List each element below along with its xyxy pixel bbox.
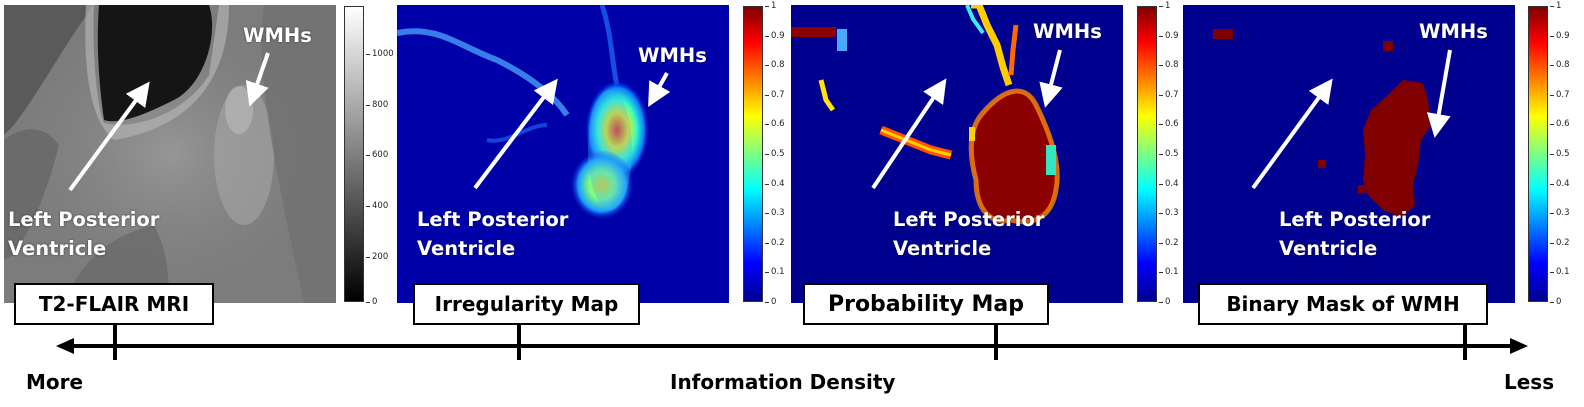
colorbar-tick: 0 [764, 297, 777, 307]
colorbar-tick: 0.6 [1159, 119, 1179, 130]
wmh-annotation: WMHs [1419, 20, 1488, 43]
colorbar-tick: 0.3 [1550, 208, 1570, 219]
panel-label-irregularity: Irregularity Map [413, 283, 640, 325]
colorbar-tick: 600 [365, 150, 389, 160]
colorbar-tick: 1 [1158, 1, 1171, 11]
colorbar-tick: 0.7 [765, 89, 785, 100]
panel-label-binary-mask: Binary Mask of WMH [1198, 283, 1488, 325]
ventricle-annotation: Ventricle [417, 237, 516, 260]
colorbar-tick: 0.5 [765, 149, 785, 159]
colorbar-tick: 0.1 [1550, 267, 1570, 278]
probability-map-image [791, 5, 1123, 303]
colorbar-tick: 0.8 [765, 60, 785, 71]
colorbar-tick: 0 [1549, 297, 1562, 307]
colorbar-tick: 0.2 [1159, 237, 1179, 248]
ventricle-annotation: Left Posterior [893, 208, 1045, 231]
colorbar-tick: 1 [1549, 1, 1562, 11]
grayscale-colorbar [344, 6, 364, 302]
binary-mask-image [1183, 5, 1515, 303]
jet-colorbar [743, 6, 763, 302]
colorbar-tick: 0.4 [1550, 178, 1570, 189]
colorbar-tick: 800 [365, 100, 389, 110]
ventricle-annotation: Ventricle [893, 237, 992, 260]
ventricle-annotation: Left Posterior [1279, 208, 1431, 231]
jet-colorbar [1528, 6, 1548, 302]
axis-left-arrowhead [56, 338, 74, 354]
colorbar-tick: 1 [764, 1, 777, 11]
axis-center-label: Information Density [670, 370, 896, 394]
colorbar-tick: 0.3 [765, 208, 785, 219]
jet-colorbar [1137, 6, 1157, 302]
irregularity-map-image [397, 5, 729, 303]
panel-label-probability: Probability Map [803, 283, 1049, 325]
colorbar-tick: 0 [1158, 297, 1171, 307]
wmh-annotation: WMHs [1033, 20, 1102, 43]
colorbar-tick: 0.1 [1159, 267, 1179, 278]
wmh-annotation: WMHs [638, 44, 707, 67]
ventricle-annotation: Left Posterior [417, 208, 569, 231]
colorbar-tick: 200 [365, 252, 389, 262]
colorbar-tick: 0.3 [1159, 208, 1179, 219]
colorbar-tick: 0.8 [1159, 60, 1179, 71]
colorbar-tick: 0 [365, 297, 378, 307]
colorbar-tick: 0.2 [765, 237, 785, 248]
colorbar-tick: 0.6 [1550, 119, 1570, 130]
colorbar-tick: 0.4 [1159, 178, 1179, 189]
colorbar-tick: 0.7 [1159, 89, 1179, 100]
colorbar-tick: 0.8 [1550, 60, 1570, 71]
colorbar-tick: 400 [365, 201, 389, 211]
colorbar-tick: 0.5 [1550, 149, 1570, 159]
colorbar-tick: 0.7 [1550, 89, 1570, 100]
ventricle-annotation: Ventricle [1279, 237, 1378, 260]
panel-label-mri: T2-FLAIR MRI [14, 283, 214, 325]
colorbar-tick: 0.5 [1159, 149, 1179, 159]
colorbar-tick: 0.9 [1159, 30, 1179, 41]
colorbar-tick: 0.4 [765, 178, 785, 189]
colorbar-tick: 0.1 [765, 267, 785, 278]
colorbar-tick: 0.9 [1550, 30, 1570, 41]
colorbar-tick: 0.2 [1550, 237, 1570, 248]
axis-right-label: Less [1504, 370, 1555, 394]
ventricle-annotation: Ventricle [8, 237, 107, 260]
ventricle-annotation: Left Posterior [8, 208, 160, 231]
colorbar-tick: 1000 [366, 49, 394, 59]
colorbar-tick: 0.6 [765, 119, 785, 130]
axis-left-label: More [26, 370, 84, 394]
axis-right-arrowhead [1510, 338, 1528, 354]
colorbar-tick: 0.9 [765, 30, 785, 41]
wmh-annotation: WMHs [243, 24, 312, 47]
